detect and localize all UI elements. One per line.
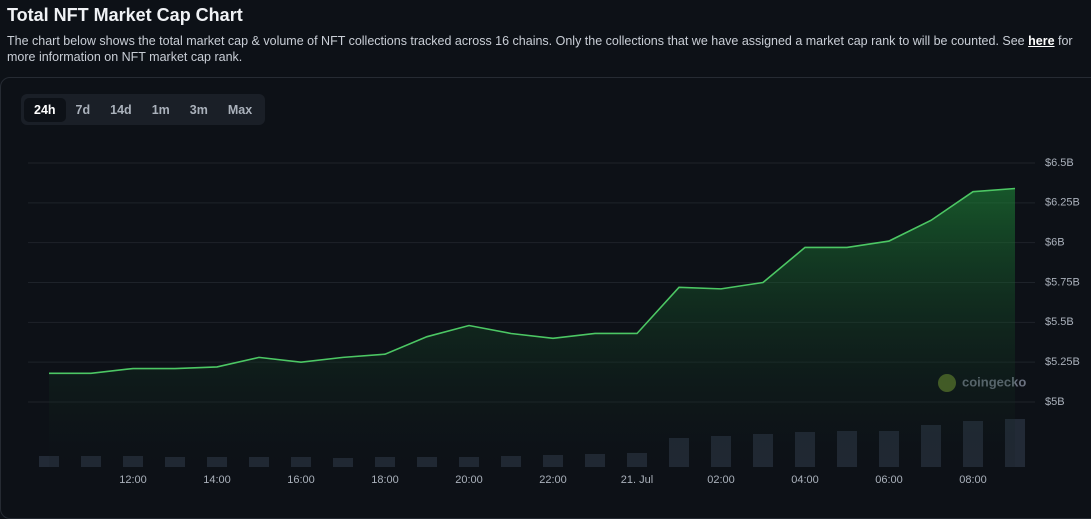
y-tick-label: $5.5B bbox=[1045, 316, 1074, 328]
link[interactable]: here bbox=[1028, 34, 1055, 48]
description-text: for more information on NFT market cap r… bbox=[7, 34, 1073, 64]
x-tick-label: 20:00 bbox=[455, 474, 483, 486]
page: {"header": {"title": "Total NFT Market C… bbox=[0, 5, 1091, 519]
y-tick-label: $5.75B bbox=[1045, 276, 1080, 288]
y-tick-label: $6.5B bbox=[1045, 157, 1074, 169]
y-tick-label: $6B bbox=[1045, 237, 1065, 249]
chart: $5B$5.25B$5.5B$5.75B$6B$6.25B$6.5B coing… bbox=[28, 157, 1080, 486]
line bbox=[49, 187, 1016, 375]
range-tab[interactable]: Max bbox=[227, 102, 253, 117]
x-tick-label: 04:00 bbox=[791, 474, 819, 486]
x-tick-label: 18:00 bbox=[371, 474, 399, 486]
y-tick-label: $5.25B bbox=[1045, 356, 1080, 368]
range-tab[interactable]: 14d bbox=[110, 102, 132, 117]
y-tick-label: $6.25B bbox=[1045, 197, 1080, 209]
x-tick-label: 06:00 bbox=[875, 474, 903, 486]
range-tab[interactable]: 3m bbox=[189, 102, 208, 117]
range-tab[interactable]: 1m bbox=[151, 102, 170, 117]
x-tick-label: 22:00 bbox=[539, 474, 567, 486]
x-tick-label: 12:00 bbox=[119, 474, 147, 486]
area bbox=[49, 188, 1015, 467]
x-tick-label: 16:00 bbox=[287, 474, 315, 486]
range-tab[interactable]: 7d bbox=[75, 102, 91, 117]
description: The chart below shows the total market c… bbox=[7, 33, 1087, 65]
range-tab[interactable]: 24h bbox=[24, 97, 66, 122]
x-tick-label: 14:00 bbox=[203, 474, 231, 486]
range-tabs: 24h 7d 14d 1m 3m Max bbox=[21, 94, 266, 125]
x-tick-label: 21. Jul bbox=[621, 474, 653, 486]
description-text: The chart below shows the total market c… bbox=[7, 34, 1029, 48]
x-tick-label: 08:00 bbox=[959, 474, 987, 486]
page-title: Total NFT Market Cap Chart bbox=[7, 5, 243, 25]
y-tick-label: $5B bbox=[1045, 396, 1065, 408]
x-tick-label: 02:00 bbox=[707, 474, 735, 486]
